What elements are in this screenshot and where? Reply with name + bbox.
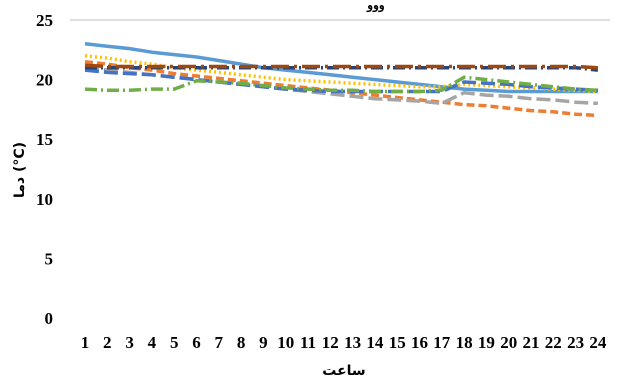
x-axis-ticks: 1 2 3 4 5 6 7 8 9 10 11 12 13 14 15 16 17 18 19 20 21 22 23 24	[81, 333, 607, 352]
x-tick-label: 7	[215, 333, 224, 352]
y-axis-ticks: 0 5 10 15 20 25	[36, 11, 53, 328]
y-tick-label: 25	[36, 11, 53, 30]
x-tick-label: 4	[148, 333, 157, 352]
x-tick-label: 8	[237, 333, 246, 352]
x-tick-label: 12	[322, 333, 339, 352]
y-tick-label: 0	[45, 309, 54, 328]
y-tick-label: 20	[36, 71, 53, 90]
x-tick-label: 2	[103, 333, 112, 352]
series-group	[84, 42, 599, 118]
x-tick-label: 9	[259, 333, 268, 352]
series-line-6	[84, 75, 598, 94]
x-tick-label: 18	[456, 333, 473, 352]
x-axis-title: ساعت	[322, 363, 365, 379]
chart-title: ووو	[366, 0, 385, 13]
x-tick-label: 20	[500, 333, 517, 352]
series-line-8	[84, 63, 598, 70]
x-tick-label: 14	[366, 333, 384, 352]
x-tick-label: 19	[478, 333, 495, 352]
x-tick-label: 16	[411, 333, 428, 352]
x-tick-label: 5	[170, 333, 179, 352]
y-tick-label: 10	[36, 190, 53, 209]
y-tick-label: 15	[36, 130, 53, 149]
series-line-1	[84, 42, 598, 94]
x-tick-label: 10	[277, 333, 294, 352]
x-tick-label: 23	[567, 333, 584, 352]
x-tick-label: 15	[389, 333, 406, 352]
x-tick-label: 1	[81, 333, 90, 352]
y-axis-title: دما (°C)	[12, 142, 28, 198]
y-tick-label: 5	[45, 249, 54, 268]
x-tick-label: 13	[344, 333, 361, 352]
x-tick-label: 6	[192, 333, 201, 352]
x-tick-label: 3	[125, 333, 134, 352]
x-tick-label: 11	[300, 333, 316, 352]
x-tick-label: 22	[545, 333, 562, 352]
x-tick-label: 24	[589, 333, 607, 352]
x-tick-label: 17	[433, 333, 451, 352]
x-tick-label: 21	[523, 333, 540, 352]
